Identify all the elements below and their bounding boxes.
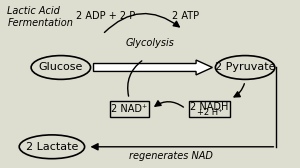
Text: Glucose: Glucose (39, 62, 83, 72)
FancyArrow shape (94, 60, 212, 75)
Text: regenerates NAD: regenerates NAD (129, 151, 213, 161)
Text: 2 Pyruvate: 2 Pyruvate (215, 62, 275, 72)
Text: Lactic Acid
Fermentation: Lactic Acid Fermentation (7, 6, 73, 28)
Text: 2 ADP + 2 P: 2 ADP + 2 P (76, 11, 135, 21)
FancyBboxPatch shape (189, 100, 230, 117)
Text: +2 H⁺: +2 H⁺ (196, 108, 222, 117)
Text: 2 NAD⁺: 2 NAD⁺ (111, 104, 147, 114)
Text: 2 Lactate: 2 Lactate (26, 142, 78, 152)
FancyBboxPatch shape (110, 100, 148, 117)
Text: 2 ATP: 2 ATP (172, 11, 199, 21)
Text: Glycolysis: Glycolysis (126, 38, 174, 49)
Text: 2 NADH: 2 NADH (190, 102, 229, 112)
